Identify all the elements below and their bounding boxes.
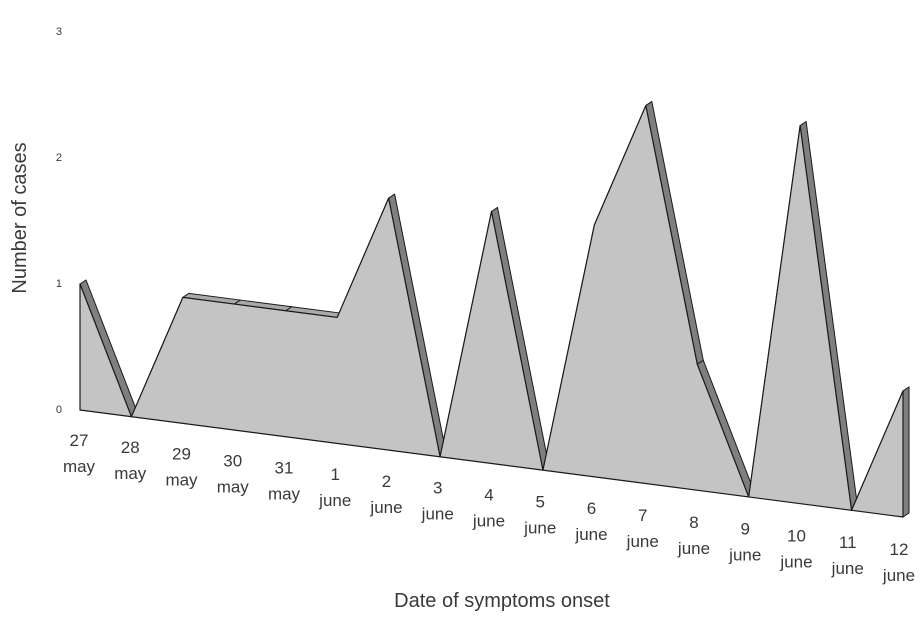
x-tick-label-day: 11	[839, 533, 857, 552]
x-tick-label-month: june	[318, 491, 351, 510]
x-tick-label-month: may	[114, 464, 147, 483]
x-tick-label-month: june	[574, 525, 607, 544]
x-tick-label-month: june	[728, 546, 761, 565]
x-tick-label-day: 5	[536, 492, 545, 511]
x-tick-label-day: 2	[382, 472, 391, 491]
x-tick-label-day: 3	[433, 479, 442, 498]
x-tick-label-day: 1	[331, 465, 340, 484]
x-tick-label-day: 12	[890, 540, 909, 559]
x-tick-label-month: june	[421, 505, 454, 524]
x-tick-label-month: may	[217, 477, 250, 496]
x-tick-label-month: june	[472, 512, 505, 531]
end-face	[903, 387, 909, 517]
x-tick-label-day: 8	[689, 513, 698, 532]
x-tick-label-day: 31	[275, 458, 294, 477]
y-axis-ticks: 0 1 2 3	[56, 26, 62, 416]
x-tick-label-day: 7	[638, 506, 647, 525]
x-tick-label-month: june	[779, 552, 812, 571]
y-axis-title: Number of cases	[9, 142, 31, 293]
x-tick-label-day: 6	[587, 499, 596, 518]
y-tick-label: 2	[56, 152, 62, 164]
x-tick-label-month: may	[165, 471, 198, 490]
y-tick-label: 3	[56, 26, 62, 38]
y-tick-label: 0	[56, 404, 62, 416]
area-series	[80, 106, 903, 517]
x-tick-label-month: june	[369, 498, 402, 517]
x-tick-label-day: 10	[787, 526, 806, 545]
x-tick-label-month: may	[268, 484, 301, 503]
x-tick-label-day: 28	[121, 438, 140, 457]
x-tick-label-month: june	[831, 559, 864, 578]
x-tick-label-month: june	[523, 518, 556, 537]
x-tick-label-day: 30	[223, 451, 242, 470]
x-tick-label-month: june	[626, 532, 659, 551]
x-tick-label-month: june	[882, 566, 915, 585]
area-front-face	[80, 106, 903, 517]
x-tick-label-day: 29	[172, 445, 191, 464]
x-tick-label-day: 9	[741, 520, 750, 539]
x-tick-label-month: may	[63, 457, 96, 476]
x-tick-label-day: 4	[484, 486, 493, 505]
y-tick-label: 1	[56, 278, 62, 290]
x-tick-label-day: 27	[70, 431, 89, 450]
x-axis-title: Date of symptoms onset	[394, 590, 610, 612]
x-tick-label-month: june	[677, 539, 710, 558]
